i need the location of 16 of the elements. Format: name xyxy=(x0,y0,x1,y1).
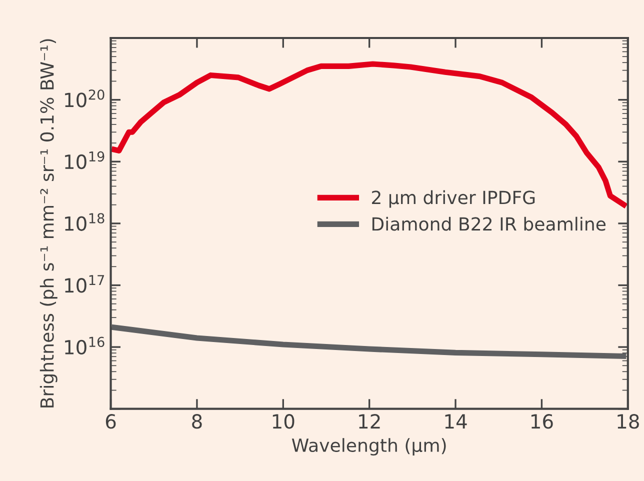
x-tick-label: 14 xyxy=(445,414,467,428)
x-tick-label: 18 xyxy=(618,414,639,429)
y-axis-title: Brightness (ph s⁻¹ mm⁻² sr⁻¹ 0.1% BW⁻¹) xyxy=(40,39,58,408)
x-tick-label: 12 xyxy=(359,414,380,428)
x-tick-label: 6 xyxy=(106,414,116,429)
legend-label: Diamond B22 IR beamline xyxy=(372,216,606,231)
y-tick-label: 10$^{20}$ xyxy=(65,90,104,108)
y-tick-label: 10$^{16}$ xyxy=(65,336,104,355)
x-tick-label: 10 xyxy=(272,414,294,429)
x-axis-title: Wavelength (µm) xyxy=(292,438,446,456)
legend-label: 2 µm driver IPDFG xyxy=(372,190,535,208)
y-tick-label: 10$^{17}$ xyxy=(65,275,104,293)
y-tick-label: 10$^{19}$ xyxy=(65,151,104,170)
x-tick-label: 8 xyxy=(192,414,202,429)
y-tick-label: 10$^{18}$ xyxy=(65,213,104,231)
x-tick-label: 16 xyxy=(531,414,553,429)
